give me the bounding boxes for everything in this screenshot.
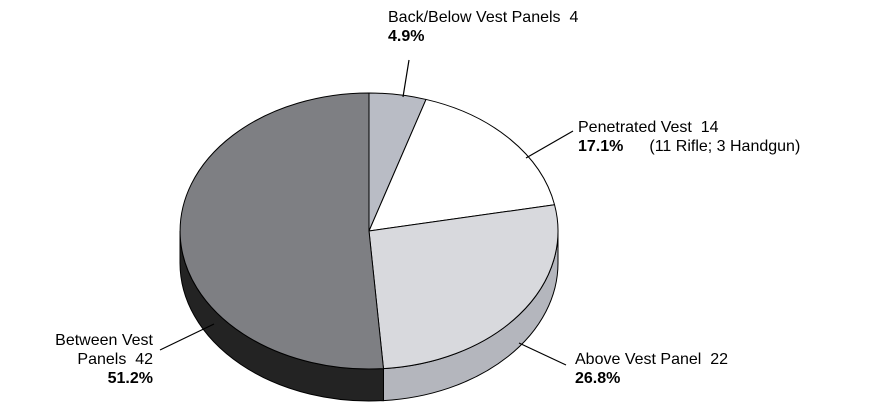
label-back-below-count: 4 — [569, 9, 579, 26]
label-penetrated-name: Penetrated Vest — [578, 119, 692, 136]
label-between: Between Vest Panels 42 51.2% — [55, 331, 153, 388]
label-above-count: 22 — [710, 351, 728, 368]
label-penetrated-note: (11 Rifle; 3 Handgun) — [649, 138, 801, 155]
label-back-below-name: Back/Below Vest Panels — [388, 9, 561, 26]
leader-penetrated-vest — [525, 130, 574, 159]
label-between-line1: Between Vest — [55, 332, 153, 349]
label-between-count: 42 — [135, 351, 153, 368]
pie-slice-penetrated-vest — [368, 98, 556, 232]
label-above-name: Above Vest Panel — [575, 351, 702, 368]
label-above-percent: 26.8% — [575, 370, 621, 387]
leader-above-vest-panel — [518, 342, 567, 366]
label-between-line2: Panels — [77, 351, 127, 368]
pie-slice-above-vest-panel — [368, 204, 559, 370]
pie-slices — [179, 92, 559, 370]
pie-slice-between-vest-panels — [179, 92, 384, 370]
label-back-below-percent: 4.9% — [388, 28, 425, 45]
leader-between-vest-panels — [159, 323, 215, 351]
leader-lines — [159, 59, 574, 366]
label-penetrated-percent: 17.1% — [578, 138, 624, 155]
leader-back-below-vest-panels — [402, 59, 410, 98]
label-penetrated: Penetrated Vest 14 17.1% (11 Rifle; 3 Han… — [578, 118, 800, 156]
label-above: Above Vest Panel 22 26.8% — [575, 350, 728, 388]
label-between-percent: 51.2% — [107, 370, 153, 387]
label-penetrated-count: 14 — [700, 119, 719, 136]
label-back-below: Back/Below Vest Panels 4 4.9% — [388, 8, 578, 46]
